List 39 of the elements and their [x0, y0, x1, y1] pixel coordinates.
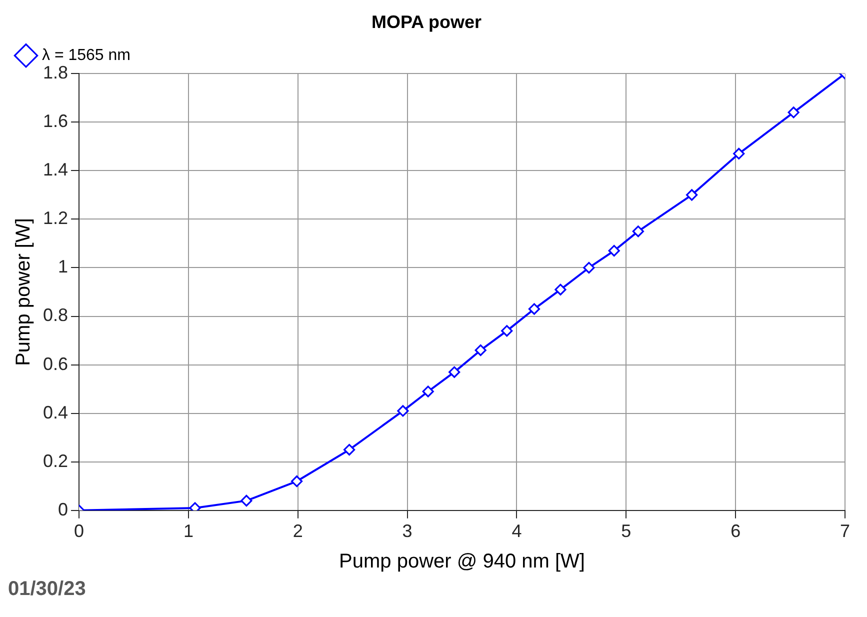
- y-tick-label: 0.4: [42, 402, 68, 422]
- legend-label: λ = 1565 nm: [42, 47, 130, 64]
- point: [608, 244, 620, 257]
- x-tick-label: 6: [730, 521, 741, 542]
- point: [240, 494, 252, 506]
- point: [583, 262, 595, 274]
- y-tick-label: 1.8: [42, 62, 68, 83]
- y-tick-label: 0: [58, 499, 68, 520]
- point: [632, 226, 644, 238]
- text: 01/30/23: [8, 578, 86, 601]
- point: [474, 344, 486, 356]
- x-axis-title: Pump power @ 940 nm [W]: [339, 550, 585, 573]
- x-tick-label: 2: [292, 521, 303, 542]
- point: [788, 106, 800, 118]
- point: [448, 366, 460, 378]
- y-axis-title: Pump power [W]: [12, 218, 35, 366]
- x-tick-label: 5: [621, 521, 632, 542]
- point: [344, 444, 356, 456]
- point: [686, 189, 698, 201]
- point: [501, 325, 513, 337]
- point: [397, 405, 409, 417]
- point: [528, 303, 540, 315]
- y-tick-label: 1.6: [42, 111, 68, 132]
- x-tick-label: 7: [840, 521, 850, 542]
- y-tick-label: 0.6: [42, 354, 68, 374]
- x-tick-label: 1: [183, 521, 194, 542]
- chart-title: MOPA power: [371, 12, 482, 32]
- y-tick-label: 1.4: [42, 160, 68, 180]
- x-tick-label: 3: [402, 521, 412, 542]
- y-tick-label: 0.8: [42, 305, 68, 326]
- y-tick-label: 1.2: [42, 208, 68, 228]
- x-tick-label: 0: [74, 521, 84, 542]
- point: [422, 386, 434, 398]
- y-tick-label: 1: [58, 256, 68, 277]
- point: [554, 284, 566, 296]
- point: [733, 148, 745, 160]
- x-tick-label: 4: [512, 521, 522, 542]
- y-tick-label: 0.2: [42, 450, 68, 471]
- point: [290, 475, 303, 488]
